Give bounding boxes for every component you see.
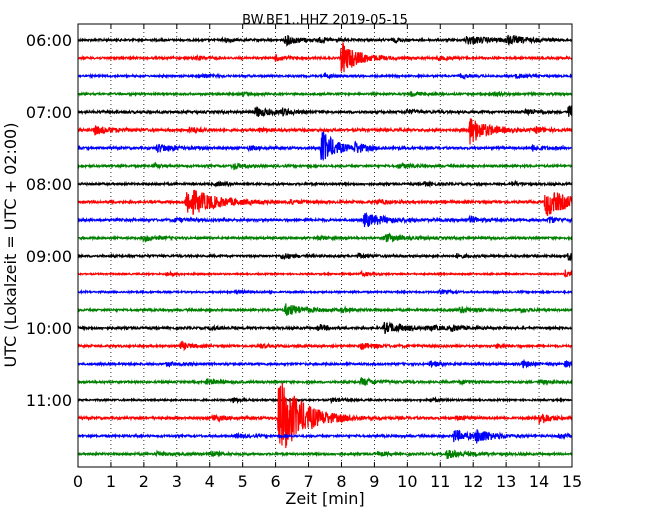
traces [78,34,572,459]
trace-0715 [78,117,572,145]
x-tick-label-6: 6 [271,472,281,491]
x-axis-label: Zeit [min] [285,489,364,508]
x-tick-label-9: 9 [369,472,379,491]
trace-0845 [78,232,572,243]
trace-0700 [78,104,572,118]
trace-1030 [78,358,572,369]
y-tick-label-0800: 08:00 [26,175,72,194]
y-axis-label: UTC (Lokalzeit = UTC + 02:00) [1,123,20,368]
trace-1145 [78,449,572,459]
trace-0800 [78,179,572,189]
x-tick-label-14: 14 [529,472,549,491]
y-tick-label-0600: 06:00 [26,31,72,50]
x-tick-label-10: 10 [397,472,417,491]
trace-1015 [78,340,572,352]
plot-frame [77,23,573,468]
trace-0930 [78,288,572,296]
trace-0945 [78,303,572,316]
trace-1130 [78,429,572,444]
y-tick-label-0700: 07:00 [26,103,72,122]
x-tick-label-11: 11 [430,472,450,491]
trace-0730 [78,131,572,161]
x-tick-label-4: 4 [205,472,215,491]
chart-title: BW.BE1..HHZ 2019-05-15 [242,13,408,28]
x-tick-label-3: 3 [172,472,182,491]
x-tick-label-1: 1 [106,472,116,491]
trace-0745 [78,161,572,171]
trace-0830 [78,211,572,228]
x-tick-label-7: 7 [303,472,313,491]
x-tick-label-13: 13 [496,472,516,491]
trace-1115 [78,382,572,449]
x-tick-label-0: 0 [73,472,83,491]
trace-1045 [78,376,572,386]
y-tick-label-1000: 10:00 [26,319,72,338]
y-tick-label-1100: 11:00 [26,391,72,410]
trace-0600 [78,34,572,47]
x-tick-label-12: 12 [463,472,483,491]
x-tick-label-8: 8 [336,472,346,491]
trace-0900 [78,252,572,262]
trace-0915 [78,269,572,278]
y-tick-label-0900: 09:00 [26,247,72,266]
x-tick-label-2: 2 [139,472,149,491]
x-tick-label-5: 5 [238,472,248,491]
x-tick-label-15: 15 [562,472,582,491]
trace-0815 [78,189,572,216]
trace-0645 [78,90,572,98]
trace-1000 [78,321,572,334]
trace-0630 [78,72,572,81]
trace-0615 [78,42,572,73]
ticks: 0 1 2 3 4 5 6 7 8 9 10 11 12 13 14 1506:0007:0008:0009:… [26,24,582,491]
trace-1100 [78,396,572,405]
